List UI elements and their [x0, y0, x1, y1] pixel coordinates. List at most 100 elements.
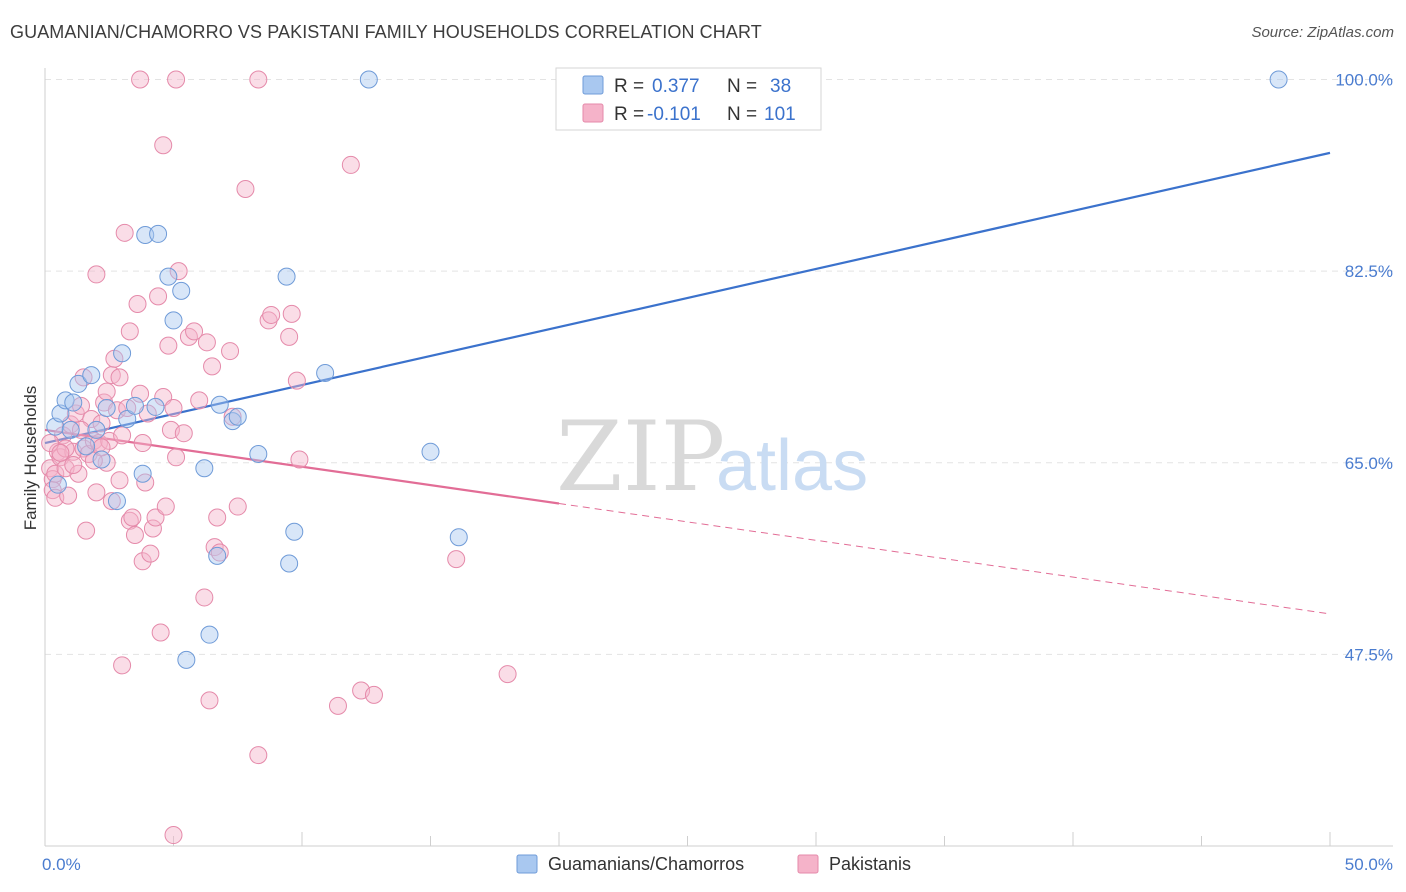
- guamanians-point: [177, 650, 196, 669]
- pakistanis-point: [123, 508, 142, 527]
- pakistanis-point: [447, 550, 466, 569]
- pakistanis-point: [200, 691, 219, 710]
- trend-lines: [44, 151, 1331, 615]
- pakistanis-point: [97, 382, 116, 401]
- pakistanis-point: [282, 304, 301, 323]
- pakistanis-point: [164, 399, 183, 418]
- source-label: Source: ZipAtlas.com: [1251, 24, 1394, 41]
- guamanians-point: [1269, 70, 1288, 89]
- y-tick-label: 100.0%: [1335, 71, 1393, 90]
- pakistanis-point: [61, 415, 80, 434]
- guamanians-point: [164, 311, 183, 330]
- pakistanis-point: [77, 521, 96, 540]
- legend-r-label-2: R =: [614, 104, 644, 125]
- pakistanis-point: [190, 391, 209, 410]
- pakistanis-point: [82, 409, 101, 428]
- guamanians-point: [92, 450, 111, 469]
- guamanians-point: [277, 267, 296, 286]
- pakistanis-point: [167, 448, 186, 467]
- bottom-legend-pakistanis: Pakistanis: [829, 854, 911, 874]
- pakistanis-point: [69, 464, 88, 483]
- guamanians-point: [87, 420, 106, 439]
- pakistanis-point: [328, 696, 347, 715]
- pakistanis-point: [364, 685, 383, 704]
- axes: [44, 68, 1393, 847]
- pakistanis-point: [115, 223, 134, 242]
- pakistanis-point: [87, 483, 106, 502]
- pakistanis-point: [46, 464, 65, 483]
- guamanians-point: [200, 625, 219, 644]
- y-axis-label: Family Households: [21, 386, 40, 531]
- pakistanis-point: [203, 357, 222, 376]
- guamanians-point: [64, 393, 83, 412]
- pakistanis-point: [125, 526, 144, 545]
- pakistanis-point: [110, 471, 129, 490]
- pakistanis-point: [195, 588, 214, 607]
- guamanians-point: [159, 267, 178, 286]
- pakistanis-point: [223, 407, 242, 426]
- pakistanis-point: [164, 826, 183, 845]
- pakistanis-point: [290, 450, 309, 469]
- pakistanis-point: [51, 443, 70, 462]
- guamanians-point: [146, 397, 165, 416]
- pakistanis-point: [133, 434, 152, 453]
- y-tick-label: 82.5%: [1345, 262, 1393, 281]
- trend-line-pakistanis-extrapolated: [558, 502, 1331, 615]
- guamanians-point: [228, 407, 247, 426]
- legend-r-label-1: R =: [614, 76, 644, 97]
- trend-line-guamanians: [44, 151, 1331, 445]
- pakistanis-point: [287, 371, 306, 390]
- guamanians-point: [113, 344, 132, 363]
- pakistanis-point: [102, 492, 121, 511]
- guamanians-point: [449, 528, 468, 547]
- legend-n-label-1: N =: [727, 76, 757, 97]
- pakistanis-point: [228, 497, 247, 516]
- trend-line-pakistanis: [44, 428, 560, 505]
- pakistanis-point: [197, 333, 216, 352]
- pakistanis-point: [179, 327, 198, 346]
- guamanians-point: [82, 366, 101, 385]
- pakistanis-point: [120, 322, 139, 341]
- pakistanis-point: [141, 544, 160, 563]
- pakistanis-point: [146, 508, 165, 527]
- pakistanis-point: [133, 552, 152, 571]
- pakistanis-point: [131, 384, 150, 403]
- pakistanis-point: [167, 70, 186, 89]
- pakistanis-point: [131, 70, 150, 89]
- guamanians-point: [69, 374, 88, 393]
- pakistanis-point: [156, 497, 175, 516]
- guamanians-point: [56, 391, 75, 410]
- bottom-legend-swatch-blue: [516, 854, 538, 874]
- chart-title: GUAMANIAN/CHAMORRO VS PAKISTANI FAMILY H…: [10, 22, 762, 42]
- bottom-legend-swatch-pink: [797, 854, 819, 874]
- bottom-legend-guamanians: Guamanians/Chamorros: [548, 854, 744, 874]
- pakistanis-point: [128, 294, 147, 313]
- legend-r-value-2: -0.101: [647, 104, 701, 125]
- pakistanis-point: [221, 342, 240, 361]
- gridlines: [45, 79, 1393, 655]
- pakistanis-point: [154, 388, 173, 407]
- pakistanis-point: [113, 426, 132, 445]
- guamanians-point: [210, 395, 229, 414]
- legend-n-label-2: N =: [727, 104, 757, 125]
- guamanians-point: [149, 224, 168, 243]
- pakistanis-point: [120, 511, 139, 530]
- pakistanis-point: [174, 424, 193, 443]
- pakistanis-point: [262, 305, 281, 324]
- guamanians-point: [195, 459, 214, 478]
- guamanians-point: [285, 522, 304, 541]
- guamanians-point: [97, 399, 116, 418]
- pakistanis-point: [87, 265, 106, 284]
- guamanians-point: [359, 70, 378, 89]
- series-legend: Guamanians/Chamorros Pakistanis: [516, 854, 911, 874]
- pakistanis-point: [151, 623, 170, 642]
- pakistanis-point: [249, 70, 268, 89]
- y-tick-labels: 47.5% 65.0% 82.5% 100.0%: [1335, 71, 1393, 665]
- pakistanis-point: [498, 665, 517, 684]
- guamanians-point: [125, 396, 144, 415]
- watermark-atlas: atlas: [716, 426, 868, 506]
- guamanians-point: [136, 226, 155, 245]
- pakistanis-point: [210, 543, 229, 562]
- guamanians-point: [316, 363, 335, 382]
